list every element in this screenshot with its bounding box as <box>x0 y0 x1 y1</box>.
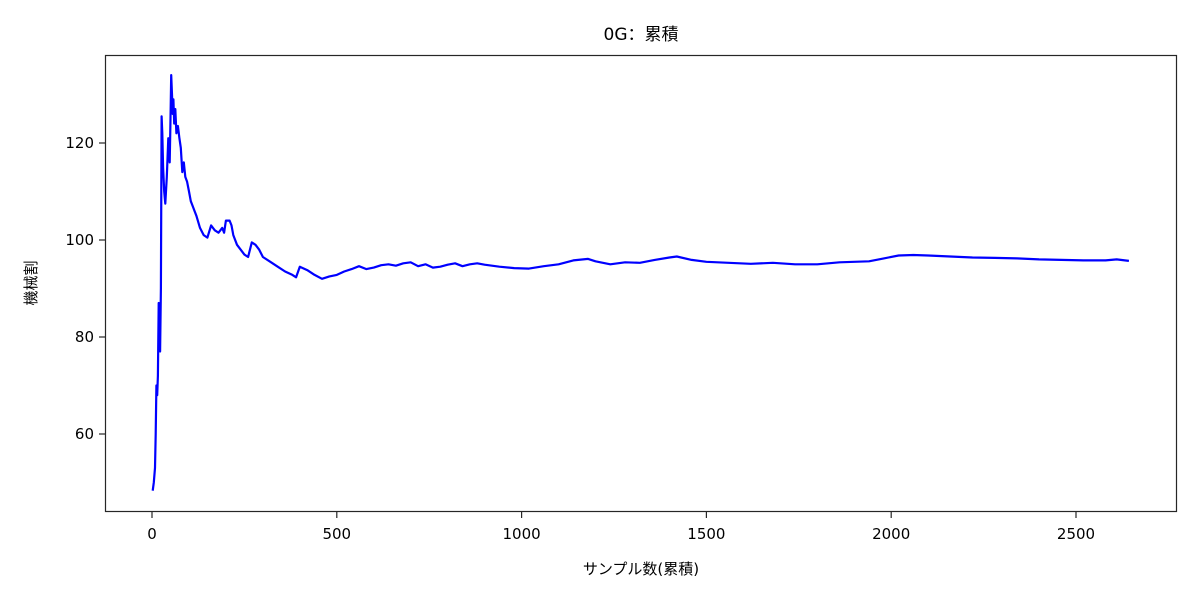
y-tick-label: 100 <box>65 231 94 249</box>
x-tick-label: 500 <box>322 525 351 543</box>
data-line <box>151 74 1130 491</box>
y-axis: 60 80 100 120 <box>65 134 105 443</box>
x-tick-label: 1500 <box>687 525 725 543</box>
plot-area <box>151 74 1130 491</box>
x-tick-label: 2000 <box>872 525 910 543</box>
y-tick-label: 120 <box>65 134 94 152</box>
axes-frame <box>104 54 1178 513</box>
x-axis: 0 500 1000 1500 2000 2500 <box>147 512 1095 543</box>
x-axis-label: サンプル数(累積) <box>583 560 699 578</box>
x-tick-label: 0 <box>147 525 157 543</box>
chart-title: 0G：累積 <box>604 25 679 45</box>
y-tick-label: 80 <box>75 328 94 346</box>
x-tick-label: 1000 <box>503 525 541 543</box>
x-tick-label: 2500 <box>1057 525 1095 543</box>
y-axis-label: 機械割 <box>22 260 40 305</box>
y-tick-label: 60 <box>75 425 94 443</box>
